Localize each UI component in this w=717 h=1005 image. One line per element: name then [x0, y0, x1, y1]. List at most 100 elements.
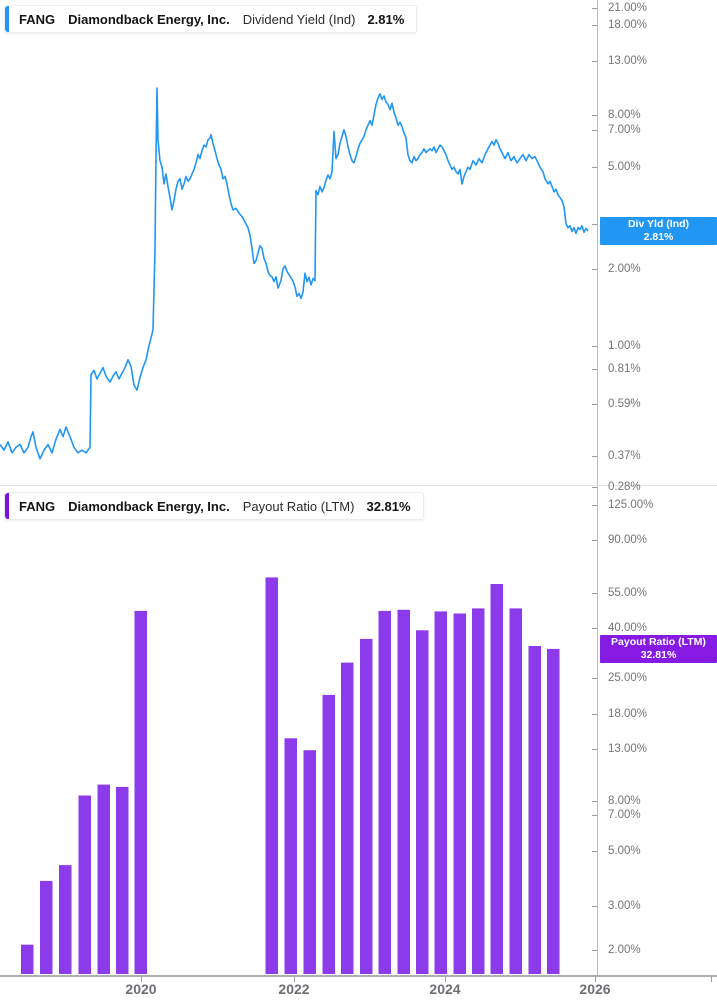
x-axis-tick [141, 977, 142, 982]
x-axis-year-label: 2024 [429, 981, 461, 997]
legend-swatch-blue [5, 6, 9, 32]
x-axis-year-label: 2020 [125, 981, 157, 997]
ticker-symbol: FANG [19, 11, 56, 27]
y-axis-tick-label: 0.59% [608, 398, 641, 410]
payout-ratio-bar [416, 630, 429, 974]
y-axis-tick-label: 13.00% [608, 55, 648, 67]
x-axis-tick [294, 977, 295, 982]
payout-ratio-bar [360, 638, 373, 974]
y-axis-tick [592, 167, 597, 168]
badge-value: 2.81% [643, 231, 674, 243]
panel-separator [0, 485, 717, 486]
y-axis-tick [592, 404, 597, 405]
payout-ratio-bar [490, 584, 503, 974]
badge-value: 32.81% [640, 649, 677, 661]
y-axis-tick [592, 224, 597, 225]
y-axis-tick [592, 906, 597, 907]
y-axis-tick-label: 7.00% [608, 809, 641, 821]
div-yld-axis-badge: Div Yld (Ind) 2.81% [600, 217, 717, 245]
y-axis-tick [592, 815, 597, 816]
payout-ratio-bar [59, 865, 72, 974]
y-axis-tick [592, 115, 597, 116]
y-axis-tick [592, 801, 597, 802]
metric-name: Payout Ratio (LTM) [242, 498, 355, 514]
payout-ratio-bar [21, 944, 34, 974]
y-axis-tick-label: 18.00% [608, 708, 648, 720]
y-axis-tick-label: 5.00% [608, 161, 641, 173]
payout-ratio-bar [284, 738, 297, 974]
y-axis-tick [592, 628, 597, 629]
y-axis-tick [592, 851, 597, 852]
payout-ratio-bar [378, 610, 391, 974]
y-axis-tick [592, 269, 597, 270]
payout-ratio-bar [78, 795, 91, 974]
x-axis-tick [445, 977, 446, 982]
payout-ratio-bar [434, 611, 447, 974]
y-axis-tick [592, 61, 597, 62]
ticker-symbol: FANG [19, 498, 56, 514]
payout-ratio-bar [472, 608, 485, 974]
x-axis-year-label: 2022 [278, 981, 310, 997]
y-axis-tick [592, 714, 597, 715]
y-axis-tick-label: 2.00% [608, 944, 641, 956]
metric-value: 32.81% [366, 498, 411, 514]
y-axis-tick [592, 749, 597, 750]
y-axis-tick-label: 90.00% [608, 534, 648, 546]
y-axis-tick [592, 505, 597, 506]
y-axis-tick [592, 25, 597, 26]
payout-ratio-bar [341, 662, 354, 974]
dividend-yield-line [0, 87, 589, 460]
x-axis-tick [595, 977, 596, 982]
payout-ratio-bar [453, 613, 466, 974]
y-axis-tick [592, 487, 597, 488]
y-axis-tick-label: 7.00% [608, 124, 641, 136]
payout-ratio-bar [547, 648, 560, 974]
y-axis-tick-label: 8.00% [608, 109, 641, 121]
company-name: Diamondback Energy, Inc. [68, 498, 230, 514]
payout-ratio-bar [303, 750, 316, 974]
y-axis-tick-label: 5.00% [608, 845, 641, 857]
payout-ratio-bar [322, 694, 335, 974]
y-axis-tick-label: 13.00% [608, 743, 648, 755]
y-axis-tick-label: 25.00% [608, 672, 648, 684]
y-axis-tick [592, 369, 597, 370]
y-axis-tick-label: 0.37% [608, 450, 641, 462]
badge-label: Div Yld (Ind) [627, 218, 690, 230]
payout-ratio-bar [116, 786, 129, 974]
payout-ratio-bar [134, 610, 147, 974]
y-axis-tick-label: 0.28% [608, 481, 641, 493]
y-axis-tick-label: 125.00% [608, 499, 654, 511]
y-axis-tick-label: 8.00% [608, 795, 641, 807]
legend-swatch-purple [5, 493, 9, 519]
x-axis-end-tick [711, 977, 712, 982]
y-axis-tick [592, 540, 597, 541]
company-name: Diamondback Energy, Inc. [68, 11, 230, 27]
payout-ratio-bar [97, 784, 110, 974]
y-axis-tick-label: 21.00% [608, 2, 648, 14]
payout-ratio-bar [397, 609, 410, 974]
y-axis-tick [592, 593, 597, 594]
legend-dividend-yield[interactable]: FANG Diamondback Energy, Inc. Dividend Y… [4, 5, 418, 33]
payout-ratio-axis-badge: Payout Ratio (LTM) 32.81% [600, 635, 717, 663]
y-axis-tick [592, 130, 597, 131]
y-axis-tick-label: 40.00% [608, 622, 648, 634]
legend-payout-ratio[interactable]: FANG Diamondback Energy, Inc. Payout Rat… [4, 492, 424, 520]
y-axis-tick-label: 2.00% [608, 263, 641, 275]
metric-value: 2.81% [367, 11, 405, 27]
payout-ratio-bar [265, 577, 278, 974]
y-axis-tick-label: 55.00% [608, 587, 648, 599]
y-axis-tick [592, 8, 597, 9]
y-axis-tick [592, 678, 597, 679]
y-axis-tick [592, 456, 597, 457]
y-axis-tick-label: 1.00% [608, 340, 641, 352]
y-axis-tick-label: 0.81% [608, 363, 641, 375]
x-axis-year-label: 2026 [579, 981, 611, 997]
y-axis-tick-label: 18.00% [608, 19, 648, 31]
y-axis-tick [592, 346, 597, 347]
payout-ratio-bar [509, 608, 522, 974]
y-axis-tick [592, 950, 597, 951]
payout-ratio-bar [528, 646, 541, 974]
metric-name: Dividend Yield (Ind) [242, 11, 356, 27]
